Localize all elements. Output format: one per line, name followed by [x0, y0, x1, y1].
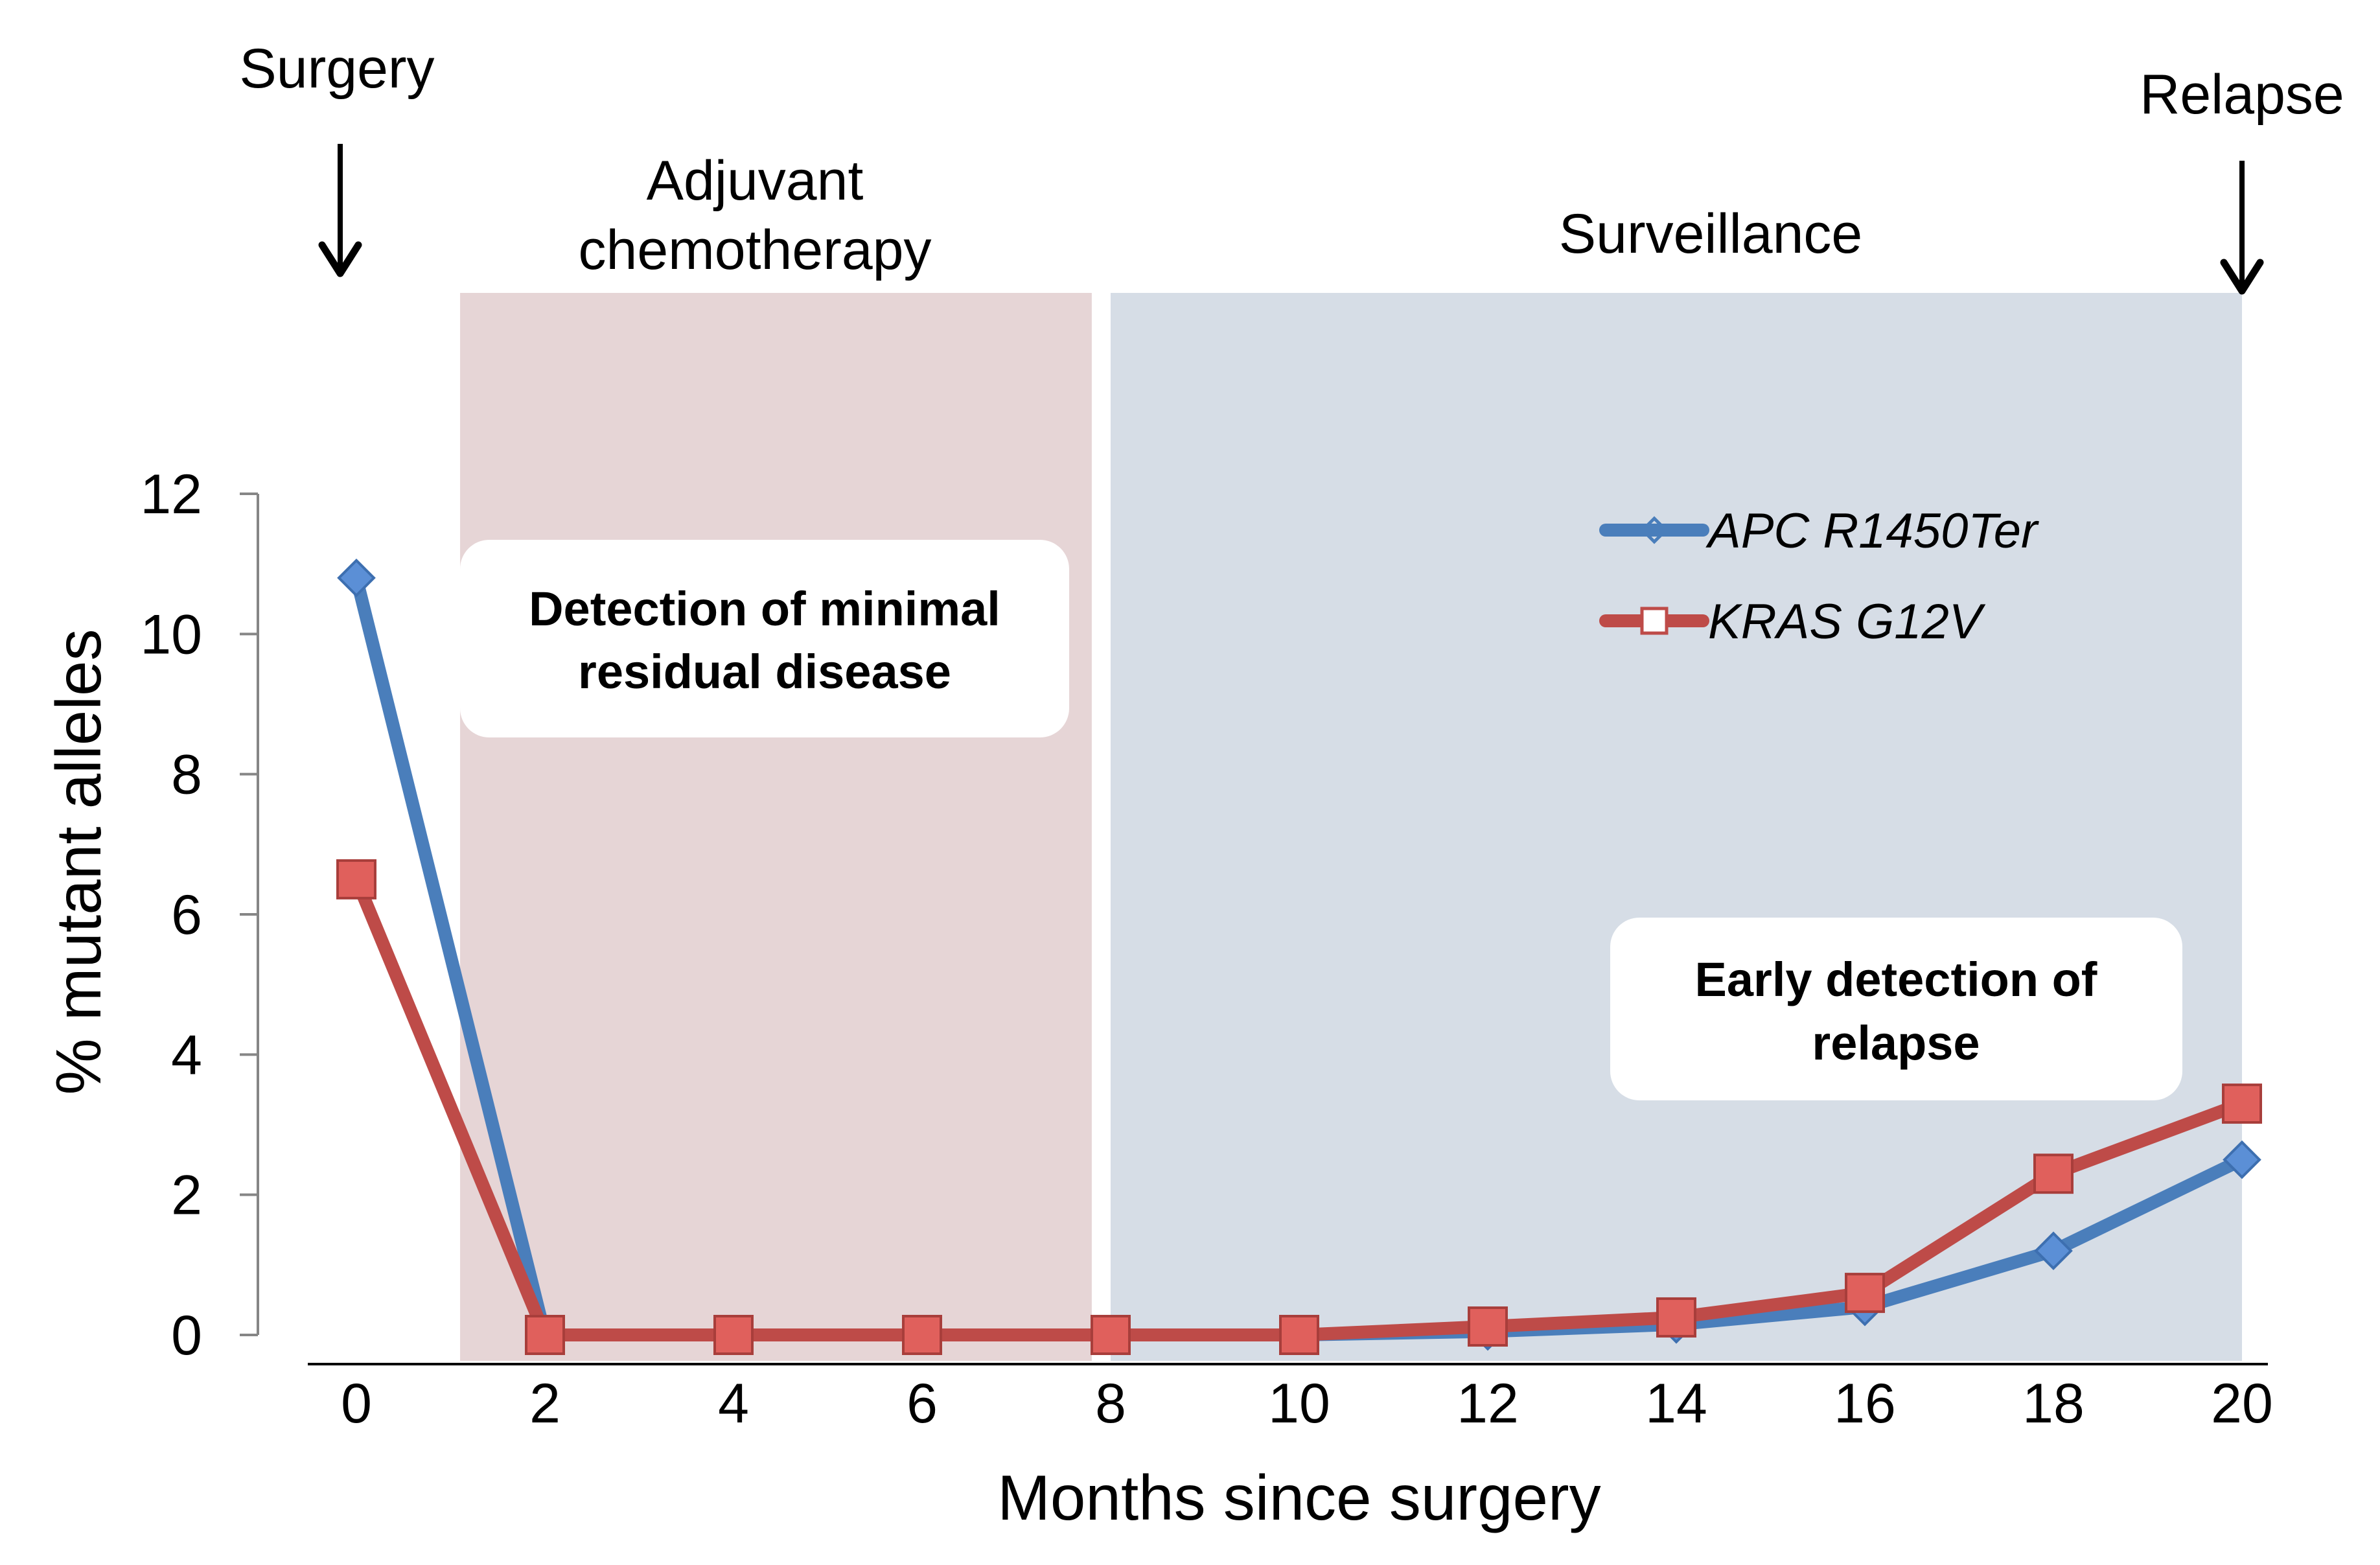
x-tick-label: 12 — [1457, 1373, 1519, 1435]
early-callout-line1: Early detection of — [1695, 953, 2097, 1006]
relapse-arrow-icon — [2220, 161, 2264, 295]
y-tick-label: 4 — [171, 1024, 202, 1086]
data-point — [525, 1315, 565, 1355]
data-point — [2034, 1231, 2073, 1271]
x-axis-ticks: 0 2 4 6 8 10 12 14 16 18 20 — [341, 1373, 2273, 1435]
x-tick-label: 10 — [1268, 1373, 1330, 1435]
surgery-label: Surgery — [239, 38, 434, 100]
x-tick-label: 2 — [529, 1373, 560, 1435]
legend-label-kras: KRAS G12V — [1708, 594, 1986, 649]
x-tick-label: 6 — [907, 1373, 938, 1435]
surveillance-region — [1111, 293, 2242, 1361]
data-point — [336, 859, 376, 899]
early-detection-callout: Early detection of relapse — [1610, 918, 2182, 1100]
surveillance-label: Surveillance — [1559, 203, 1862, 265]
surgery-arrow-icon — [318, 144, 362, 277]
data-point — [1845, 1273, 1885, 1314]
square-marker-icon — [1640, 607, 1669, 635]
y-tick-label: 0 — [171, 1304, 202, 1367]
y-axis-ticks: 0 2 4 6 8 10 12 — [140, 463, 258, 1367]
mrd-callout-line1: Detection of minimal — [529, 582, 1000, 636]
legend-item-kras: KRAS G12V — [1599, 594, 1986, 649]
y-tick-label: 6 — [171, 884, 202, 946]
data-point — [902, 1315, 942, 1355]
data-point — [1091, 1315, 1131, 1355]
legend-item-apc: APC R1450Ter — [1599, 504, 2039, 559]
x-tick-label: 18 — [2022, 1373, 2085, 1435]
data-point — [1468, 1306, 1508, 1347]
data-point — [2033, 1153, 2074, 1194]
adjuvant-label-line2: chemotherapy — [579, 219, 932, 281]
adjuvant-chemotherapy-region — [460, 293, 1092, 1361]
legend: APC R1450Ter KRAS G12V — [1599, 504, 2039, 649]
legend-label-apc: APC R1450Ter — [1705, 504, 2039, 559]
x-tick-label: 16 — [1834, 1373, 1896, 1435]
diamond-marker-icon — [1640, 516, 1669, 544]
early-callout-line2: relapse — [1812, 1016, 1980, 1070]
y-tick-label: 10 — [140, 603, 202, 666]
x-tick-label: 4 — [718, 1373, 749, 1435]
data-point — [2223, 1140, 2261, 1179]
y-tick-label: 2 — [171, 1165, 202, 1227]
data-point — [2222, 1084, 2262, 1124]
x-tick-label: 8 — [1095, 1373, 1126, 1435]
y-tick-label: 12 — [140, 463, 202, 526]
data-point — [337, 558, 376, 597]
x-tick-label: 20 — [2211, 1373, 2273, 1435]
relapse-label: Relapse — [2140, 64, 2344, 126]
data-point — [1656, 1297, 1696, 1338]
x-axis-title: Months since surgery — [997, 1462, 1600, 1533]
data-point — [713, 1315, 754, 1355]
y-axis-title: % mutant alleles — [43, 629, 114, 1095]
y-tick-label: 8 — [171, 744, 202, 806]
markers-kras — [336, 859, 2262, 1355]
mrd-callout: Detection of minimal residual disease — [460, 540, 1069, 737]
x-tick-label: 14 — [1645, 1373, 1707, 1435]
mrd-callout-line2: residual disease — [578, 645, 951, 699]
x-tick-label: 0 — [341, 1373, 372, 1435]
data-point — [1279, 1315, 1319, 1355]
adjuvant-label: Adjuvant — [647, 150, 864, 212]
series-layer — [336, 558, 2262, 1355]
